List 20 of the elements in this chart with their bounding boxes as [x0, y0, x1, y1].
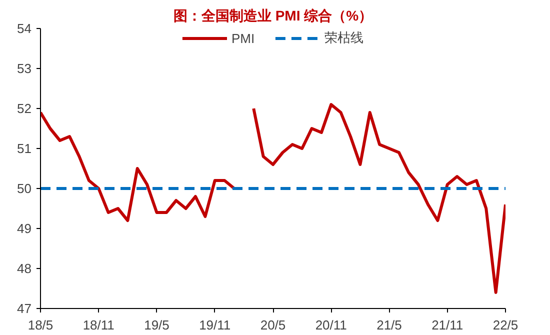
y-tick-label: 51 [17, 141, 32, 156]
y-tick-label: 47 [17, 301, 32, 316]
y-tick-label: 53 [17, 61, 32, 76]
x-tick-label: 22/5 [492, 318, 518, 332]
legend-label: 荣枯线 [324, 29, 364, 47]
y-tick-label: 49 [17, 221, 32, 236]
y-tick-label: 52 [17, 101, 32, 116]
x-tick-label: 18/5 [28, 318, 54, 332]
y-tick-label: 48 [17, 261, 32, 276]
legend-label: PMI [231, 30, 255, 46]
x-tick-label: 21/5 [376, 318, 402, 332]
y-tick-label: 54 [17, 21, 32, 36]
chart-title: 图：全国制造业 PMI 综合（%） [173, 8, 373, 24]
x-tick-label: 20/5 [260, 318, 286, 332]
x-tick-label: 19/11 [199, 318, 231, 332]
x-tick-label: 20/11 [315, 318, 347, 332]
x-tick-label: 18/11 [82, 318, 114, 332]
x-tick-label: 19/5 [144, 318, 170, 332]
x-tick-label: 21/11 [432, 318, 464, 332]
y-tick-label: 50 [17, 181, 32, 196]
